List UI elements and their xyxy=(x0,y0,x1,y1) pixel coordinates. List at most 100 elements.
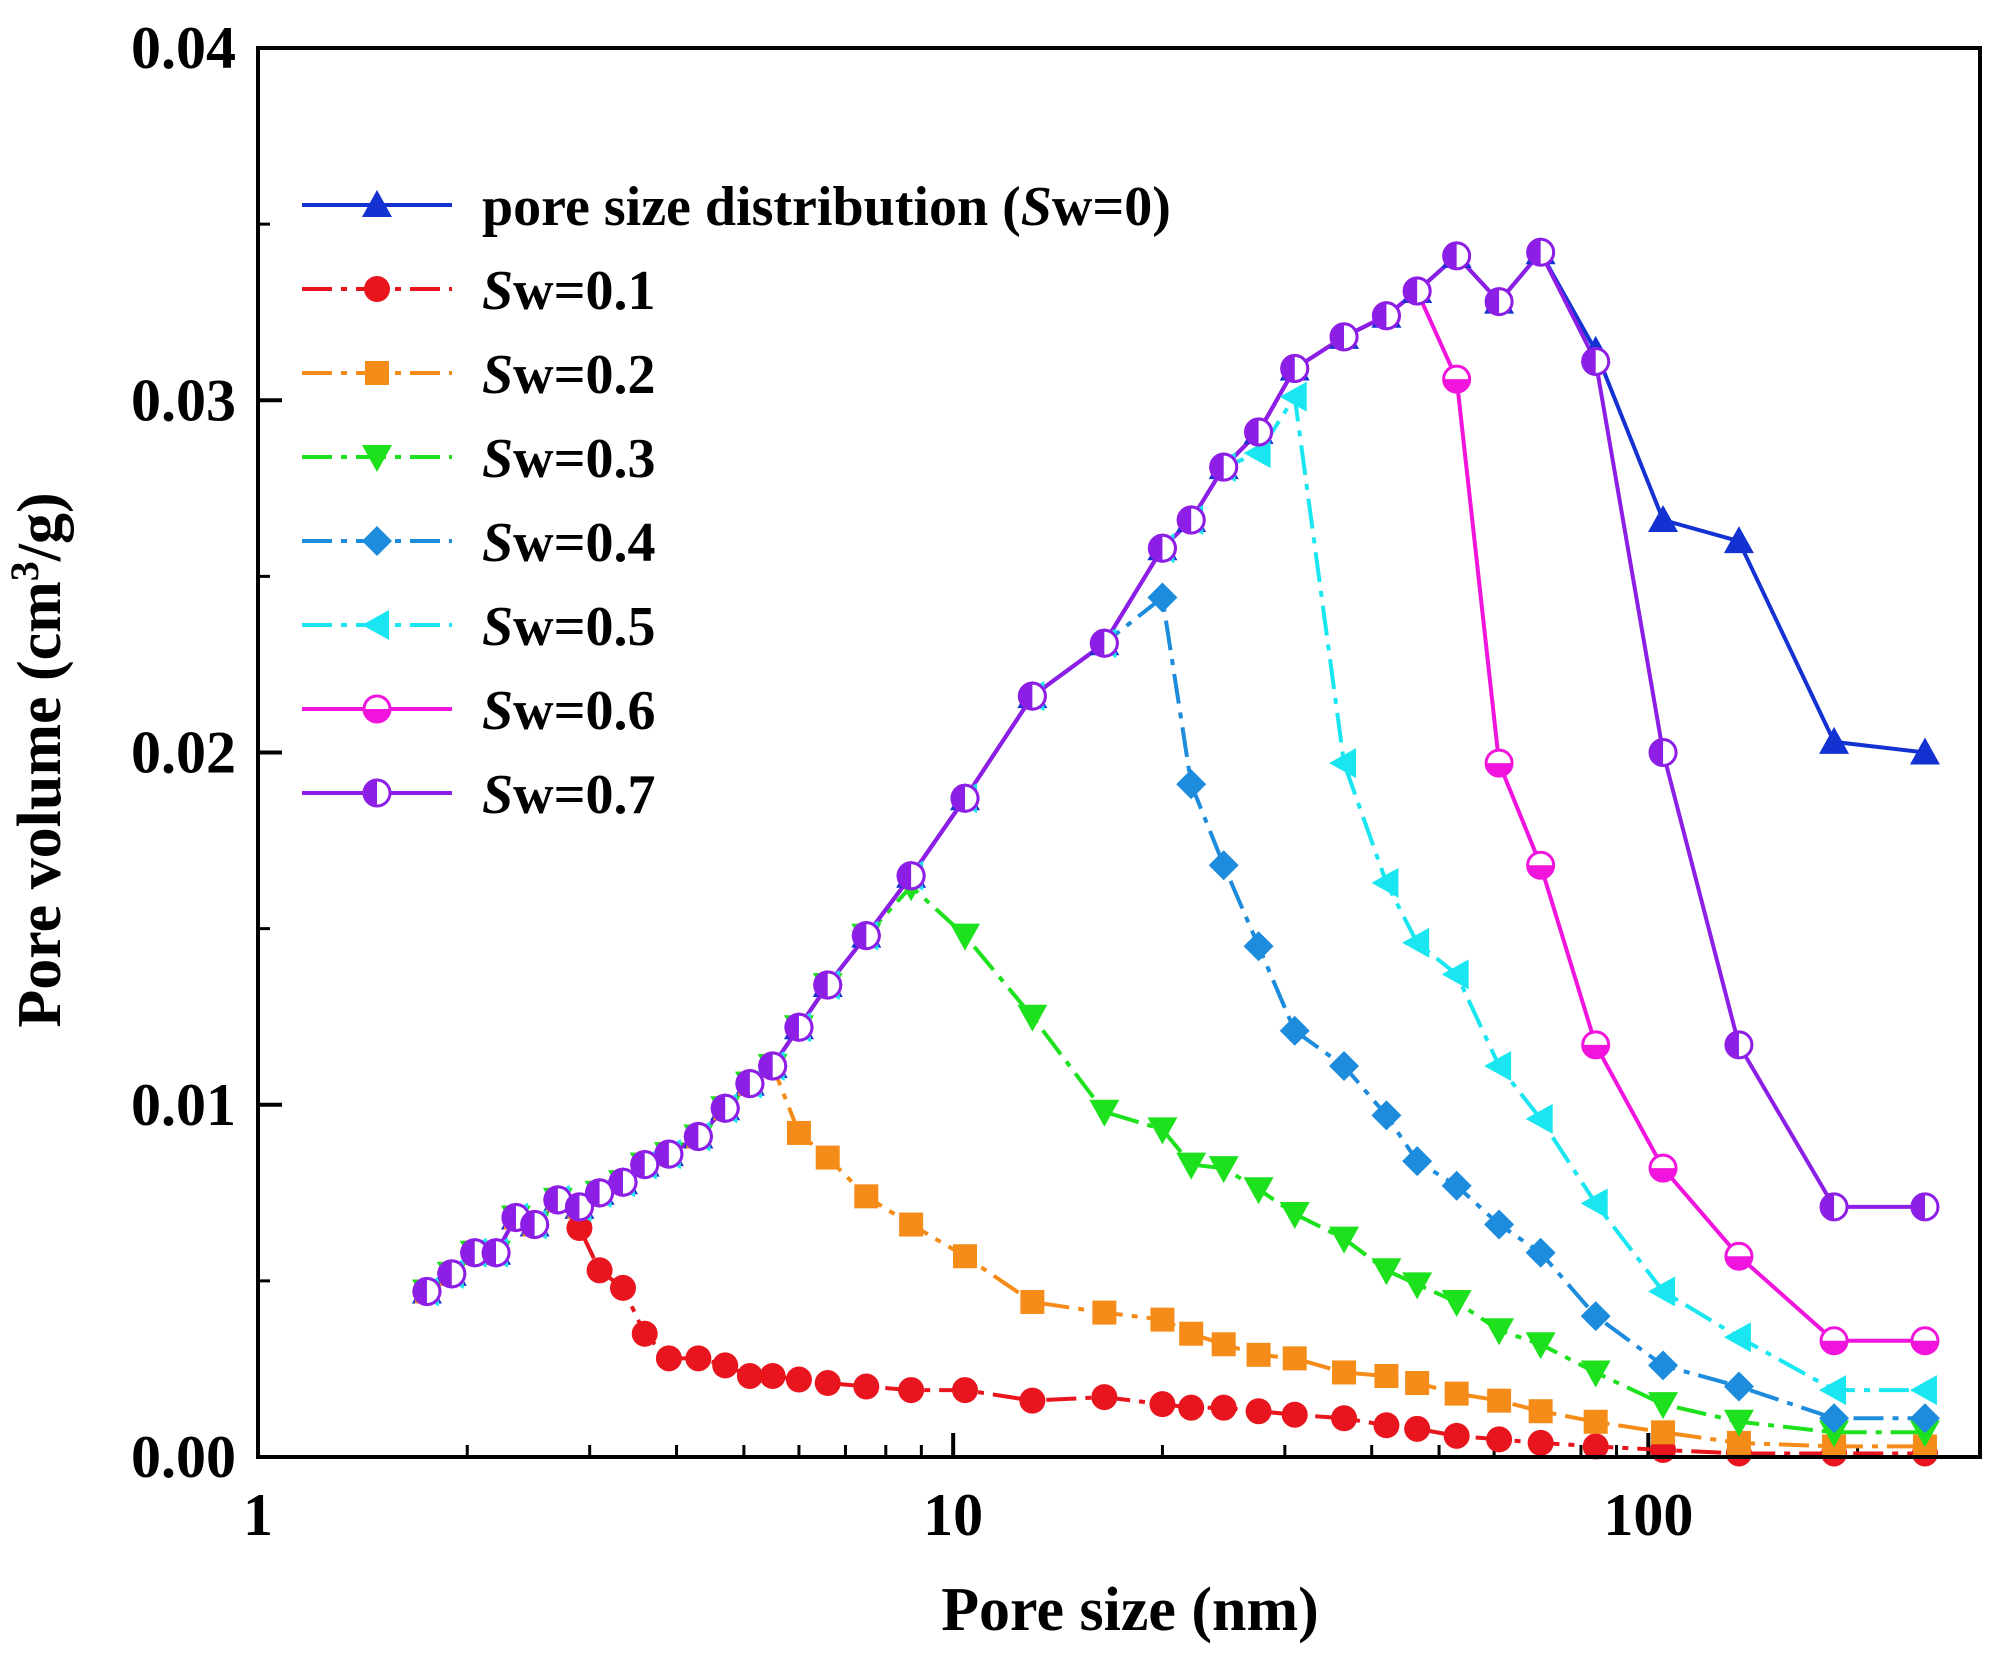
data-point-s4 xyxy=(1243,931,1274,962)
data-point-s1 xyxy=(1331,1405,1358,1432)
data-point-s1 xyxy=(1373,1412,1400,1439)
data-point-s7 xyxy=(608,1167,638,1197)
data-point-s7 xyxy=(630,1150,660,1180)
data-point-s5 xyxy=(1484,1051,1512,1082)
data-point-s7 xyxy=(1526,237,1556,267)
data-point-s0 xyxy=(1909,737,1940,765)
data-point-s2 xyxy=(1444,1381,1469,1406)
data-point-s7 xyxy=(1089,628,1119,658)
x-tick-label: 100 xyxy=(1603,1482,1693,1548)
data-point-s7 xyxy=(1910,1192,1940,1222)
legend-label: Sw=0.7 xyxy=(482,764,656,826)
data-point-s3 xyxy=(1580,1360,1611,1388)
data-point-s1 xyxy=(853,1373,880,1400)
data-point-s7 xyxy=(520,1210,550,1240)
x-axis-title: Pore size (nm) xyxy=(941,1576,1319,1644)
data-point-s1 xyxy=(952,1377,979,1404)
data-point-s7 xyxy=(412,1276,442,1306)
data-point-s4 xyxy=(1580,1301,1611,1332)
data-point-s6 xyxy=(1648,1153,1678,1183)
data-point-s5 xyxy=(1723,1322,1751,1353)
y-tick-label: 0.01 xyxy=(131,1072,236,1138)
data-point-s7 xyxy=(481,1238,511,1268)
legend-marker xyxy=(362,526,392,556)
data-point-s3 xyxy=(1329,1226,1360,1254)
data-point-s4 xyxy=(1648,1350,1679,1381)
data-point-s3 xyxy=(1208,1156,1239,1184)
data-point-s1 xyxy=(898,1377,925,1404)
data-point-s4 xyxy=(1723,1371,1754,1402)
data-point-s1 xyxy=(1281,1401,1308,1428)
data-point-s1 xyxy=(1404,1415,1431,1442)
legend: pore size distribution (Sw=0) Sw=0.1 Sw=0.… xyxy=(302,176,1171,826)
x-tick-label: 1 xyxy=(243,1482,273,1548)
data-point-s7 xyxy=(1402,276,1432,306)
data-point-s2 xyxy=(815,1145,840,1170)
data-point-s3 xyxy=(1279,1201,1310,1229)
data-point-s3 xyxy=(1723,1409,1754,1437)
data-point-s7 xyxy=(1442,241,1472,271)
data-point-s4 xyxy=(1402,1146,1433,1177)
data-point-s2 xyxy=(1374,1363,1399,1388)
data-point-s3 xyxy=(1441,1290,1472,1318)
data-point-s7 xyxy=(813,970,843,1000)
data-point-s7 xyxy=(1280,354,1310,384)
data-point-s5 xyxy=(1525,1103,1553,1134)
data-point-s7 xyxy=(758,1051,788,1081)
data-point-s3 xyxy=(1017,1004,1048,1032)
legend-marker xyxy=(362,694,392,724)
data-point-s1 xyxy=(712,1352,739,1379)
data-point-s1 xyxy=(631,1320,658,1347)
y-axis-title-main: Pore volume (cm xyxy=(6,581,74,1027)
legend-label: pore size distribution (Sw=0) xyxy=(482,176,1171,238)
data-point-s5 xyxy=(1279,381,1307,412)
data-point-s2 xyxy=(1487,1388,1512,1413)
y-tick-label: 0.04 xyxy=(131,15,236,81)
data-point-s4 xyxy=(1208,850,1239,881)
data-point-s4 xyxy=(1484,1209,1515,1240)
data-point-s7 xyxy=(1147,533,1177,563)
data-point-s5 xyxy=(1441,959,1469,990)
legend-label: Sw=0.4 xyxy=(482,512,656,574)
y-tick-label: 0.00 xyxy=(131,1424,236,1490)
data-point-s2 xyxy=(1651,1420,1676,1445)
y-tick-label: 0.03 xyxy=(131,367,236,433)
legend-marker xyxy=(364,276,390,302)
data-point-s4 xyxy=(1371,1100,1402,1131)
data-point-s2 xyxy=(1020,1290,1045,1315)
data-point-s0 xyxy=(1819,726,1850,754)
data-point-s6 xyxy=(1819,1326,1849,1356)
data-point-s7 xyxy=(950,783,980,813)
data-point-s3 xyxy=(1402,1272,1433,1300)
data-point-s7 xyxy=(564,1192,594,1222)
y-axis-title-end: /g) xyxy=(6,492,74,562)
data-point-s0 xyxy=(1648,505,1679,533)
data-point-s5 xyxy=(1648,1276,1676,1307)
data-point-s1 xyxy=(785,1366,812,1393)
data-point-s3 xyxy=(1484,1318,1515,1346)
data-point-s4 xyxy=(1176,769,1207,800)
data-point-s1 xyxy=(1091,1384,1118,1411)
data-point-s1 xyxy=(1149,1391,1176,1418)
data-point-s3 xyxy=(1371,1258,1402,1286)
data-point-s5 xyxy=(1909,1375,1937,1406)
data-point-s3 xyxy=(1089,1099,1120,1127)
data-point-s1 xyxy=(566,1215,593,1242)
data-point-s4 xyxy=(1279,1015,1310,1046)
x-tick-label: 10 xyxy=(923,1482,983,1548)
data-point-s1 xyxy=(759,1362,786,1389)
data-point-s7 xyxy=(585,1178,615,1208)
data-point-s4 xyxy=(1819,1403,1850,1434)
data-point-s3 xyxy=(1525,1332,1556,1360)
data-point-s0 xyxy=(1723,526,1754,554)
data-point-s2 xyxy=(1583,1409,1608,1434)
data-point-s7 xyxy=(1209,452,1239,482)
data-point-s7 xyxy=(1484,287,1514,317)
data-point-s5 xyxy=(1243,438,1271,469)
plot-frame xyxy=(256,46,1982,1459)
data-point-s5 xyxy=(1819,1375,1847,1406)
legend-marker xyxy=(362,190,392,217)
data-point-s1 xyxy=(1582,1433,1609,1460)
data-point-s3 xyxy=(1819,1420,1850,1448)
